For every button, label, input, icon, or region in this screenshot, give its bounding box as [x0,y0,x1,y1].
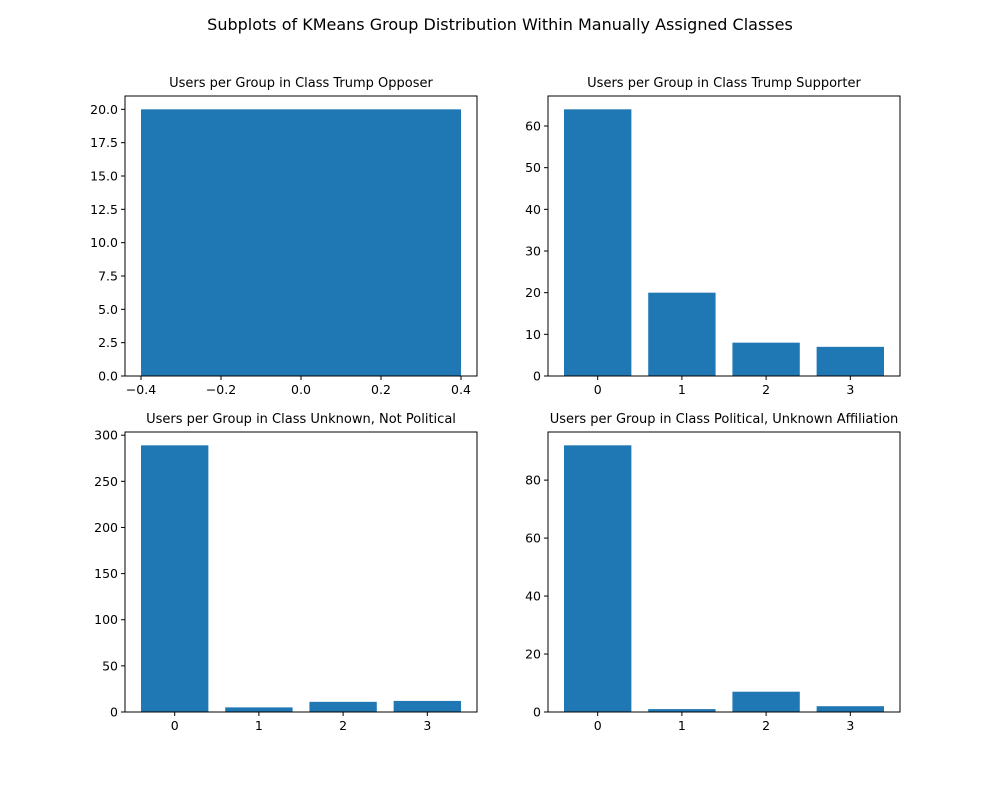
y-tick-label: 80 [525,473,541,488]
bar [564,109,632,376]
y-tick-label: 20 [525,285,541,300]
x-tick-label: 2 [339,718,347,733]
subplot-title: Users per Group in Class Trump Opposer [169,76,433,91]
y-tick-label: 100 [94,612,118,627]
y-tick-label: 0 [110,705,118,720]
axes-frame [547,431,901,713]
bar [732,691,800,712]
y-tick-label: 50 [525,160,541,175]
x-tick-label: 3 [846,718,854,733]
bar [648,292,716,376]
x-tick-label: 0 [594,382,602,397]
y-tick-label: 250 [94,474,118,489]
y-tick-label: 40 [525,202,541,217]
x-tick-label: 0.4 [451,382,471,397]
bar [141,445,209,712]
y-tick-label: 10 [525,327,541,342]
bar [225,707,293,712]
y-tick-label: 60 [525,119,541,134]
x-tick-label: 1 [678,718,686,733]
bar [564,445,632,712]
x-tick-label: −0.2 [206,382,236,397]
x-tick-label: −0.4 [126,382,156,397]
axes-frame [547,95,901,377]
bar [309,701,377,712]
y-tick-label: 20.0 [90,102,118,117]
x-tick-label: 0.0 [291,382,311,397]
x-tick-label: 0 [171,718,179,733]
x-tick-label: 2 [762,382,770,397]
subplot-1: Users per Group in Class Trump Opposer −0… [90,76,478,397]
x-tick-label: 0.2 [371,382,391,397]
bar [648,709,716,712]
bar [732,342,800,376]
y-tick-label: 10.0 [90,235,118,250]
y-tick-label: 17.5 [90,135,118,150]
y-tick-label: 0.0 [98,369,118,384]
x-tick-label: 1 [678,382,686,397]
y-tick-label: 50 [102,658,118,673]
y-tick-label: 20 [525,647,541,662]
y-tick-label: 300 [94,428,118,443]
subplot-2: Users per Group in Class Trump Supporter… [525,76,901,397]
x-tick-label: 1 [255,718,263,733]
x-tick-label: 2 [762,718,770,733]
bar [816,346,884,376]
y-tick-label: 150 [94,566,118,581]
subplot-grid: Users per Group in Class Trump Opposer −0… [90,76,901,733]
subplot-3: Users per Group in Class Unknown, Not Po… [94,412,478,733]
bar [816,706,884,712]
figure-title: Subplots of KMeans Group Distribution Wi… [207,15,793,34]
x-tick-label: 3 [423,718,431,733]
y-tick-label: 12.5 [90,202,118,217]
axes-frame [124,431,478,713]
y-tick-label: 30 [525,244,541,259]
bar [393,700,461,712]
x-tick-label: 0 [594,718,602,733]
y-tick-label: 0 [533,705,541,720]
subplot-4: Users per Group in Class Political, Unkn… [525,412,901,733]
bar [141,109,461,376]
y-tick-label: 5.0 [98,302,118,317]
y-tick-label: 40 [525,589,541,604]
y-tick-label: 0 [533,369,541,384]
y-tick-label: 200 [94,520,118,535]
y-tick-label: 15.0 [90,169,118,184]
subplot-title: Users per Group in Class Political, Unkn… [550,412,899,427]
subplot-title: Users per Group in Class Unknown, Not Po… [146,412,456,427]
y-tick-label: 60 [525,531,541,546]
x-tick-label: 3 [846,382,854,397]
y-tick-label: 2.5 [98,335,118,350]
subplot-title: Users per Group in Class Trump Supporter [587,76,861,91]
y-tick-label: 7.5 [98,269,118,284]
